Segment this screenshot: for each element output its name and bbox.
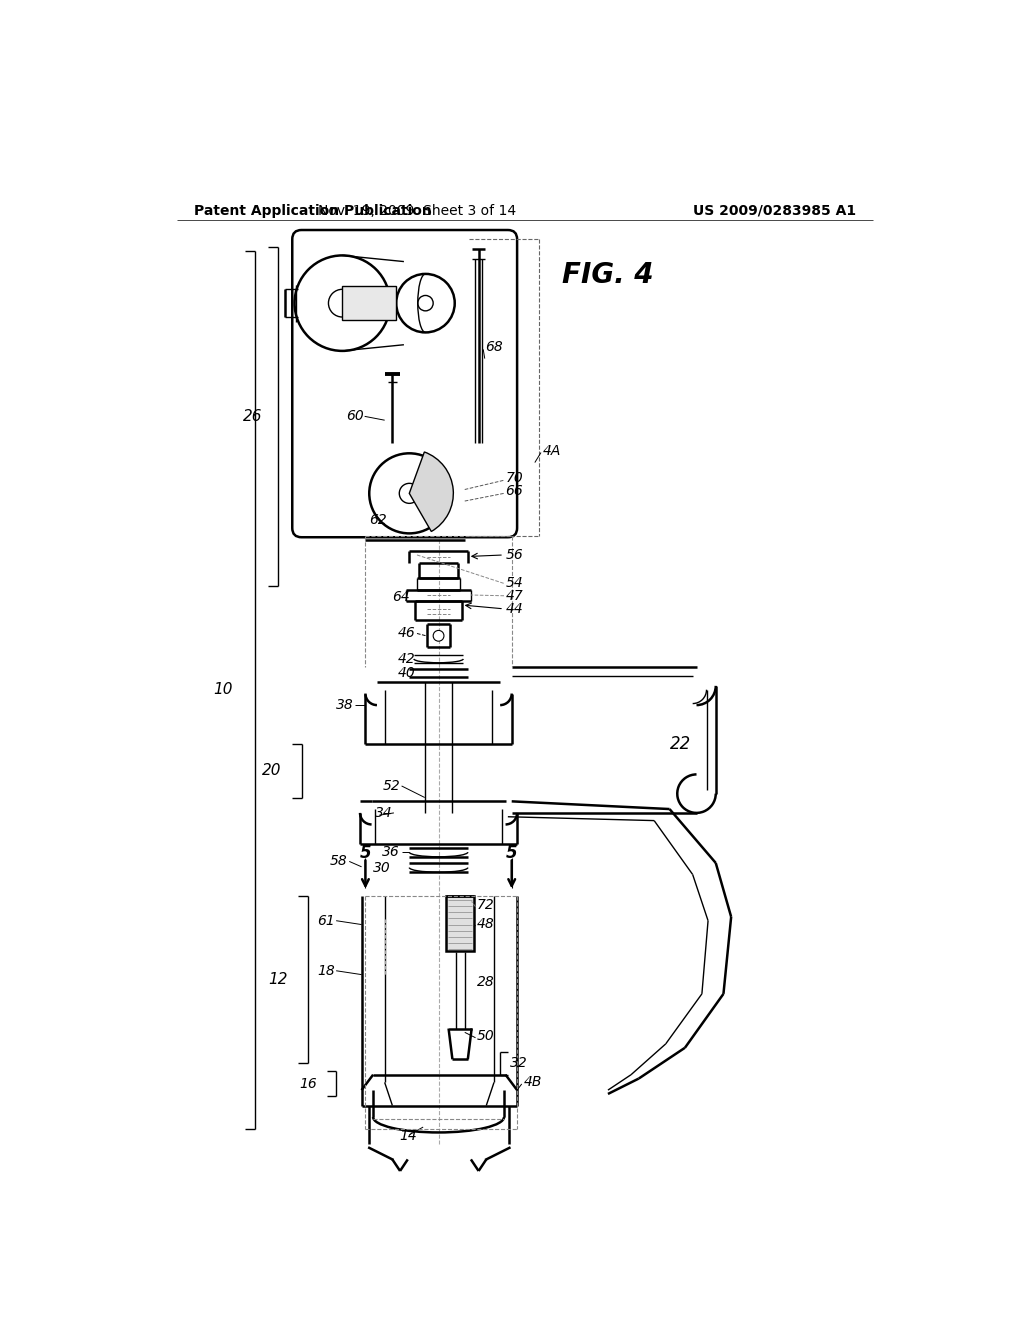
- Text: 30: 30: [373, 861, 391, 875]
- Text: 52: 52: [382, 779, 400, 793]
- Text: Nov. 19, 2009  Sheet 3 of 14: Nov. 19, 2009 Sheet 3 of 14: [317, 203, 516, 218]
- Text: 16: 16: [299, 1077, 316, 1090]
- Text: US 2009/0283985 A1: US 2009/0283985 A1: [692, 203, 856, 218]
- Text: 4A: 4A: [543, 444, 561, 458]
- Text: Patent Application Publication: Patent Application Publication: [194, 203, 431, 218]
- Text: 48: 48: [477, 917, 495, 931]
- Text: 28: 28: [477, 975, 495, 989]
- Text: 44: 44: [506, 602, 523, 616]
- Text: 10: 10: [213, 682, 232, 697]
- Text: FIG. 4: FIG. 4: [562, 261, 653, 289]
- Text: 54: 54: [506, 577, 523, 590]
- Text: 20: 20: [262, 763, 282, 777]
- Text: 40: 40: [397, 665, 416, 680]
- Bar: [446, 896, 474, 952]
- Text: 36: 36: [382, 845, 400, 859]
- Wedge shape: [410, 451, 454, 532]
- Text: 32: 32: [510, 1056, 528, 1071]
- Text: 64: 64: [392, 590, 410, 605]
- Text: 72: 72: [477, 899, 495, 912]
- Text: 38: 38: [336, 698, 354, 711]
- Text: 66: 66: [506, 484, 523, 498]
- Circle shape: [433, 631, 444, 642]
- Text: 56: 56: [506, 548, 523, 562]
- Text: 50: 50: [477, 1030, 495, 1043]
- Text: 12: 12: [268, 972, 288, 987]
- Text: 22: 22: [670, 735, 691, 752]
- Text: 4B: 4B: [523, 1076, 542, 1089]
- Circle shape: [370, 453, 450, 533]
- Circle shape: [396, 275, 455, 333]
- Text: 61: 61: [316, 913, 335, 928]
- Polygon shape: [342, 286, 396, 321]
- Text: 46: 46: [397, 627, 416, 640]
- Circle shape: [295, 256, 390, 351]
- Text: 34: 34: [375, 807, 392, 820]
- Text: 5: 5: [359, 843, 372, 862]
- Text: 68: 68: [484, 341, 503, 354]
- Text: 42: 42: [397, 652, 416, 665]
- FancyBboxPatch shape: [292, 230, 517, 537]
- Text: 70: 70: [506, 471, 523, 484]
- Text: 58: 58: [330, 854, 348, 869]
- Text: 14: 14: [399, 1130, 417, 1143]
- Text: 5: 5: [506, 843, 517, 862]
- Text: 47: 47: [506, 589, 523, 603]
- Text: 18: 18: [316, 964, 335, 978]
- Text: 60: 60: [346, 409, 364, 424]
- Text: 62: 62: [370, 513, 387, 527]
- Text: 26: 26: [243, 409, 262, 424]
